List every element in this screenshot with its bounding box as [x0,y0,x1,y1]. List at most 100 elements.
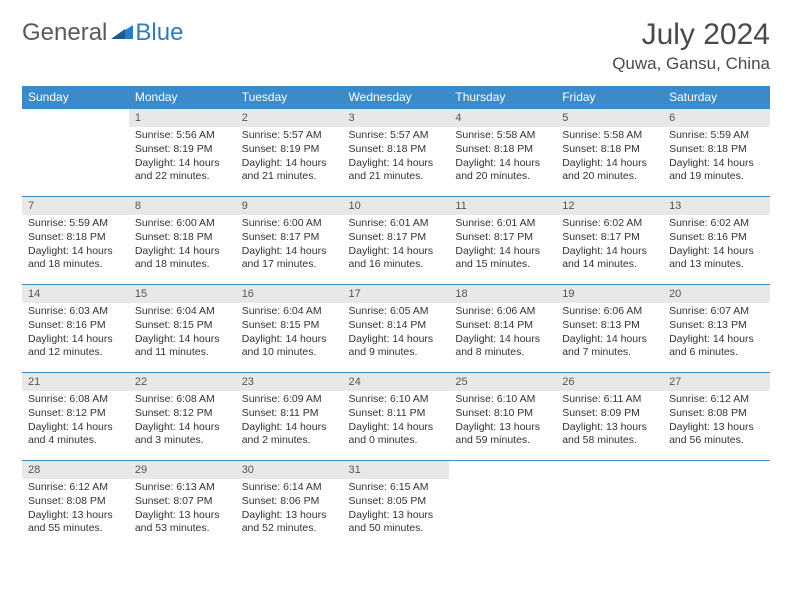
sunrise-text: Sunrise: 6:00 AM [242,217,337,231]
sunrise-text: Sunrise: 5:59 AM [28,217,123,231]
sunrise-text: Sunrise: 6:15 AM [349,481,444,495]
day-body: Sunrise: 6:10 AMSunset: 8:11 PMDaylight:… [343,391,450,452]
calendar-cell: 24Sunrise: 6:10 AMSunset: 8:11 PMDayligh… [343,373,450,461]
daylight-text: Daylight: 13 hours and 53 minutes. [135,509,230,536]
day-number: 10 [343,197,450,215]
daylight-text: Daylight: 14 hours and 21 minutes. [242,157,337,184]
day-body: Sunrise: 6:02 AMSunset: 8:17 PMDaylight:… [556,215,663,276]
calendar-cell: 8Sunrise: 6:00 AMSunset: 8:18 PMDaylight… [129,197,236,285]
day-body: Sunrise: 6:08 AMSunset: 8:12 PMDaylight:… [22,391,129,452]
day-body: Sunrise: 5:58 AMSunset: 8:18 PMDaylight:… [449,127,556,188]
sunrise-text: Sunrise: 6:04 AM [135,305,230,319]
day-body: Sunrise: 6:15 AMSunset: 8:05 PMDaylight:… [343,479,450,540]
sunrise-text: Sunrise: 6:01 AM [349,217,444,231]
daylight-text: Daylight: 14 hours and 22 minutes. [135,157,230,184]
daylight-text: Daylight: 14 hours and 0 minutes. [349,421,444,448]
calendar-cell [556,461,663,549]
sunset-text: Sunset: 8:19 PM [135,143,230,157]
day-number: 14 [22,285,129,303]
sunset-text: Sunset: 8:12 PM [135,407,230,421]
daylight-text: Daylight: 14 hours and 7 minutes. [562,333,657,360]
day-header: Monday [129,86,236,109]
sunset-text: Sunset: 8:18 PM [349,143,444,157]
sunset-text: Sunset: 8:10 PM [455,407,550,421]
sunset-text: Sunset: 8:17 PM [349,231,444,245]
sunrise-text: Sunrise: 5:56 AM [135,129,230,143]
day-header: Saturday [663,86,770,109]
sunrise-text: Sunrise: 6:05 AM [349,305,444,319]
sunrise-text: Sunrise: 6:09 AM [242,393,337,407]
day-number: 2 [236,109,343,127]
day-number: 12 [556,197,663,215]
sunset-text: Sunset: 8:18 PM [669,143,764,157]
sunset-text: Sunset: 8:08 PM [669,407,764,421]
calendar-cell: 19Sunrise: 6:06 AMSunset: 8:13 PMDayligh… [556,285,663,373]
daylight-text: Daylight: 14 hours and 4 minutes. [28,421,123,448]
sunrise-text: Sunrise: 5:57 AM [242,129,337,143]
calendar-cell [449,461,556,549]
daylight-text: Daylight: 14 hours and 20 minutes. [455,157,550,184]
day-body: Sunrise: 5:59 AMSunset: 8:18 PMDaylight:… [663,127,770,188]
day-body: Sunrise: 6:03 AMSunset: 8:16 PMDaylight:… [22,303,129,364]
daylight-text: Daylight: 14 hours and 8 minutes. [455,333,550,360]
sunrise-text: Sunrise: 5:59 AM [669,129,764,143]
day-header-row: Sunday Monday Tuesday Wednesday Thursday… [22,86,770,109]
day-number: 19 [556,285,663,303]
calendar-cell: 13Sunrise: 6:02 AMSunset: 8:16 PMDayligh… [663,197,770,285]
calendar-cell: 31Sunrise: 6:15 AMSunset: 8:05 PMDayligh… [343,461,450,549]
sunrise-text: Sunrise: 6:07 AM [669,305,764,319]
calendar-cell: 23Sunrise: 6:09 AMSunset: 8:11 PMDayligh… [236,373,343,461]
sunset-text: Sunset: 8:18 PM [135,231,230,245]
daylight-text: Daylight: 14 hours and 6 minutes. [669,333,764,360]
calendar-cell [22,109,129,197]
calendar-cell: 14Sunrise: 6:03 AMSunset: 8:16 PMDayligh… [22,285,129,373]
sunset-text: Sunset: 8:11 PM [242,407,337,421]
sunrise-text: Sunrise: 6:04 AM [242,305,337,319]
day-body: Sunrise: 6:08 AMSunset: 8:12 PMDaylight:… [129,391,236,452]
day-body: Sunrise: 6:10 AMSunset: 8:10 PMDaylight:… [449,391,556,452]
day-number: 3 [343,109,450,127]
sunset-text: Sunset: 8:17 PM [242,231,337,245]
calendar-cell: 26Sunrise: 6:11 AMSunset: 8:09 PMDayligh… [556,373,663,461]
calendar-week-row: 1Sunrise: 5:56 AMSunset: 8:19 PMDaylight… [22,109,770,197]
day-number: 4 [449,109,556,127]
sunrise-text: Sunrise: 5:57 AM [349,129,444,143]
sunrise-text: Sunrise: 6:06 AM [455,305,550,319]
sunrise-text: Sunrise: 6:12 AM [669,393,764,407]
daylight-text: Daylight: 14 hours and 9 minutes. [349,333,444,360]
sunrise-text: Sunrise: 6:08 AM [28,393,123,407]
day-number: 29 [129,461,236,479]
sunset-text: Sunset: 8:08 PM [28,495,123,509]
day-number: 30 [236,461,343,479]
daylight-text: Daylight: 13 hours and 58 minutes. [562,421,657,448]
sunset-text: Sunset: 8:11 PM [349,407,444,421]
day-body: Sunrise: 6:00 AMSunset: 8:18 PMDaylight:… [129,215,236,276]
sunrise-text: Sunrise: 6:10 AM [349,393,444,407]
sunset-text: Sunset: 8:17 PM [455,231,550,245]
calendar-cell: 17Sunrise: 6:05 AMSunset: 8:14 PMDayligh… [343,285,450,373]
daylight-text: Daylight: 14 hours and 20 minutes. [562,157,657,184]
day-body: Sunrise: 5:59 AMSunset: 8:18 PMDaylight:… [22,215,129,276]
day-body: Sunrise: 6:01 AMSunset: 8:17 PMDaylight:… [449,215,556,276]
daylight-text: Daylight: 14 hours and 2 minutes. [242,421,337,448]
sunset-text: Sunset: 8:18 PM [562,143,657,157]
daylight-text: Daylight: 13 hours and 52 minutes. [242,509,337,536]
daylight-text: Daylight: 14 hours and 16 minutes. [349,245,444,272]
calendar-cell: 4Sunrise: 5:58 AMSunset: 8:18 PMDaylight… [449,109,556,197]
calendar-cell: 12Sunrise: 6:02 AMSunset: 8:17 PMDayligh… [556,197,663,285]
sunset-text: Sunset: 8:18 PM [28,231,123,245]
calendar-cell: 20Sunrise: 6:07 AMSunset: 8:13 PMDayligh… [663,285,770,373]
day-body: Sunrise: 6:11 AMSunset: 8:09 PMDaylight:… [556,391,663,452]
sunrise-text: Sunrise: 6:10 AM [455,393,550,407]
sunset-text: Sunset: 8:14 PM [455,319,550,333]
sunrise-text: Sunrise: 6:12 AM [28,481,123,495]
sunset-text: Sunset: 8:16 PM [28,319,123,333]
day-header: Friday [556,86,663,109]
day-number: 5 [556,109,663,127]
daylight-text: Daylight: 14 hours and 11 minutes. [135,333,230,360]
calendar-cell: 11Sunrise: 6:01 AMSunset: 8:17 PMDayligh… [449,197,556,285]
logo-text-1: General [22,19,107,47]
daylight-text: Daylight: 14 hours and 17 minutes. [242,245,337,272]
daylight-text: Daylight: 14 hours and 18 minutes. [28,245,123,272]
location-label: Quwa, Gansu, China [612,54,770,74]
